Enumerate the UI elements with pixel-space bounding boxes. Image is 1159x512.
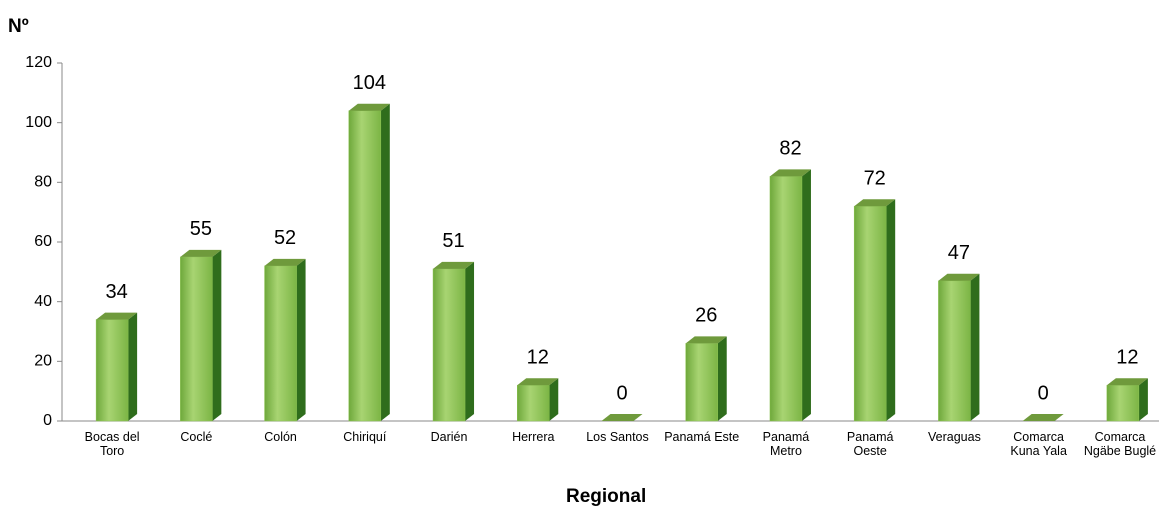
bar-side bbox=[465, 261, 475, 421]
x-tick-label: Panamá Oeste bbox=[846, 430, 894, 458]
x-tick-label: Coclé bbox=[180, 430, 213, 444]
bar-side bbox=[801, 169, 811, 421]
bar-top bbox=[264, 258, 306, 266]
bar bbox=[517, 384, 550, 422]
bar bbox=[1106, 384, 1140, 422]
value-label: 0 bbox=[1038, 382, 1049, 404]
value-label: 26 bbox=[695, 305, 717, 327]
x-tick-label: Bocas del Toro bbox=[84, 430, 140, 458]
value-label: 51 bbox=[442, 230, 464, 252]
bar-top bbox=[517, 378, 559, 386]
y-tick-label: 80 bbox=[34, 174, 52, 191]
bar bbox=[432, 268, 466, 422]
bar-side bbox=[212, 249, 222, 421]
bar-side bbox=[549, 378, 559, 421]
bar-top bbox=[348, 103, 390, 111]
value-label: 52 bbox=[274, 227, 296, 249]
y-tick-label: 0 bbox=[43, 412, 52, 429]
bar bbox=[95, 319, 129, 422]
bar-top bbox=[854, 199, 896, 207]
value-label: 82 bbox=[779, 138, 801, 160]
x-tick-label: Comarca Ngäbe Buglé bbox=[1083, 430, 1157, 458]
y-tick-label: 60 bbox=[34, 233, 52, 250]
bar bbox=[853, 205, 887, 422]
bar-side bbox=[717, 336, 727, 421]
x-tick-label: Chiriquí bbox=[343, 430, 387, 444]
bar-top bbox=[769, 169, 811, 177]
bar bbox=[685, 343, 718, 422]
bar bbox=[938, 280, 971, 422]
x-tick-label: Los Santos bbox=[586, 430, 649, 444]
bar bbox=[180, 256, 213, 422]
x-tick-label: Comarca Kuna Yala bbox=[1010, 430, 1067, 458]
x-tick-label: Veraguas bbox=[928, 430, 981, 444]
x-tick-label: Darién bbox=[430, 430, 468, 444]
value-label: 12 bbox=[527, 346, 549, 368]
bar-side bbox=[970, 273, 980, 421]
bar-side bbox=[128, 312, 138, 421]
bar bbox=[348, 110, 382, 422]
value-label: 34 bbox=[105, 281, 127, 303]
bar-side bbox=[886, 199, 896, 421]
bar-top bbox=[1022, 414, 1064, 421]
x-tick-label: Panamá Metro bbox=[762, 430, 810, 458]
bar-top bbox=[1106, 378, 1148, 386]
x-axis-title: Regional bbox=[566, 486, 647, 507]
y-tick-label: 100 bbox=[25, 114, 52, 131]
bar-top bbox=[938, 273, 980, 281]
bar bbox=[264, 265, 297, 422]
y-tick-label: 40 bbox=[34, 293, 52, 310]
y-tick-label: 20 bbox=[34, 353, 52, 370]
x-tick-label: Herrera bbox=[512, 430, 555, 444]
bar-top bbox=[601, 414, 643, 421]
bar-side bbox=[296, 258, 306, 421]
x-tick-label: Colón bbox=[264, 430, 297, 444]
bar bbox=[769, 176, 803, 422]
bar-side bbox=[1138, 378, 1148, 421]
value-label: 55 bbox=[190, 218, 212, 240]
value-label: 12 bbox=[1116, 346, 1138, 368]
value-label: 72 bbox=[864, 167, 886, 189]
value-label: 104 bbox=[353, 72, 386, 94]
bar-top bbox=[180, 249, 222, 257]
bar-top bbox=[96, 312, 138, 320]
value-label: 0 bbox=[616, 382, 627, 404]
x-tick-label: Panamá Este bbox=[664, 430, 740, 444]
y-tick-label: 120 bbox=[25, 54, 52, 71]
value-label: 47 bbox=[948, 242, 970, 264]
bar-side bbox=[380, 103, 390, 421]
bar-top bbox=[433, 261, 475, 269]
y-axis-title: Nº bbox=[8, 16, 29, 37]
bar-top bbox=[685, 336, 727, 344]
